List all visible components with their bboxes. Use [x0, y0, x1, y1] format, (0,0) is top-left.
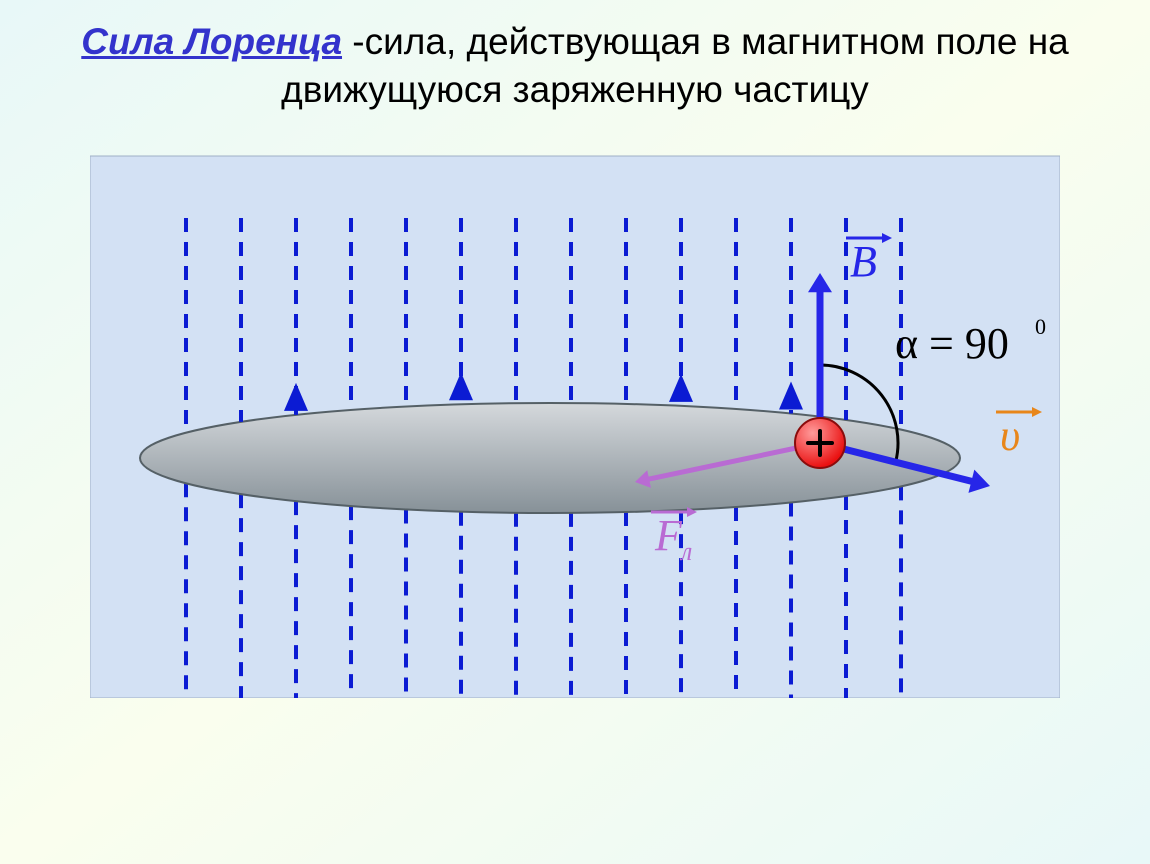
- diagram: Bυ Fл α = 90 0: [90, 138, 1060, 698]
- definition: -сила, действующая в магнитном поле на д…: [281, 21, 1069, 110]
- header-text: Сила Лоренца -сила, действующая в магнит…: [18, 18, 1132, 114]
- svg-text:α = 90: α = 90: [895, 319, 1009, 368]
- diagram-svg: Bυ Fл α = 90 0: [90, 138, 1060, 698]
- slide: Сила Лоренца -сила, действующая в магнит…: [0, 0, 1150, 864]
- svg-text:0: 0: [1035, 314, 1046, 339]
- svg-text:F: F: [654, 511, 683, 560]
- term: Сила Лоренца: [81, 21, 342, 62]
- svg-text:л: л: [679, 537, 692, 566]
- svg-text:υ: υ: [1000, 411, 1020, 460]
- svg-text:B: B: [850, 237, 877, 286]
